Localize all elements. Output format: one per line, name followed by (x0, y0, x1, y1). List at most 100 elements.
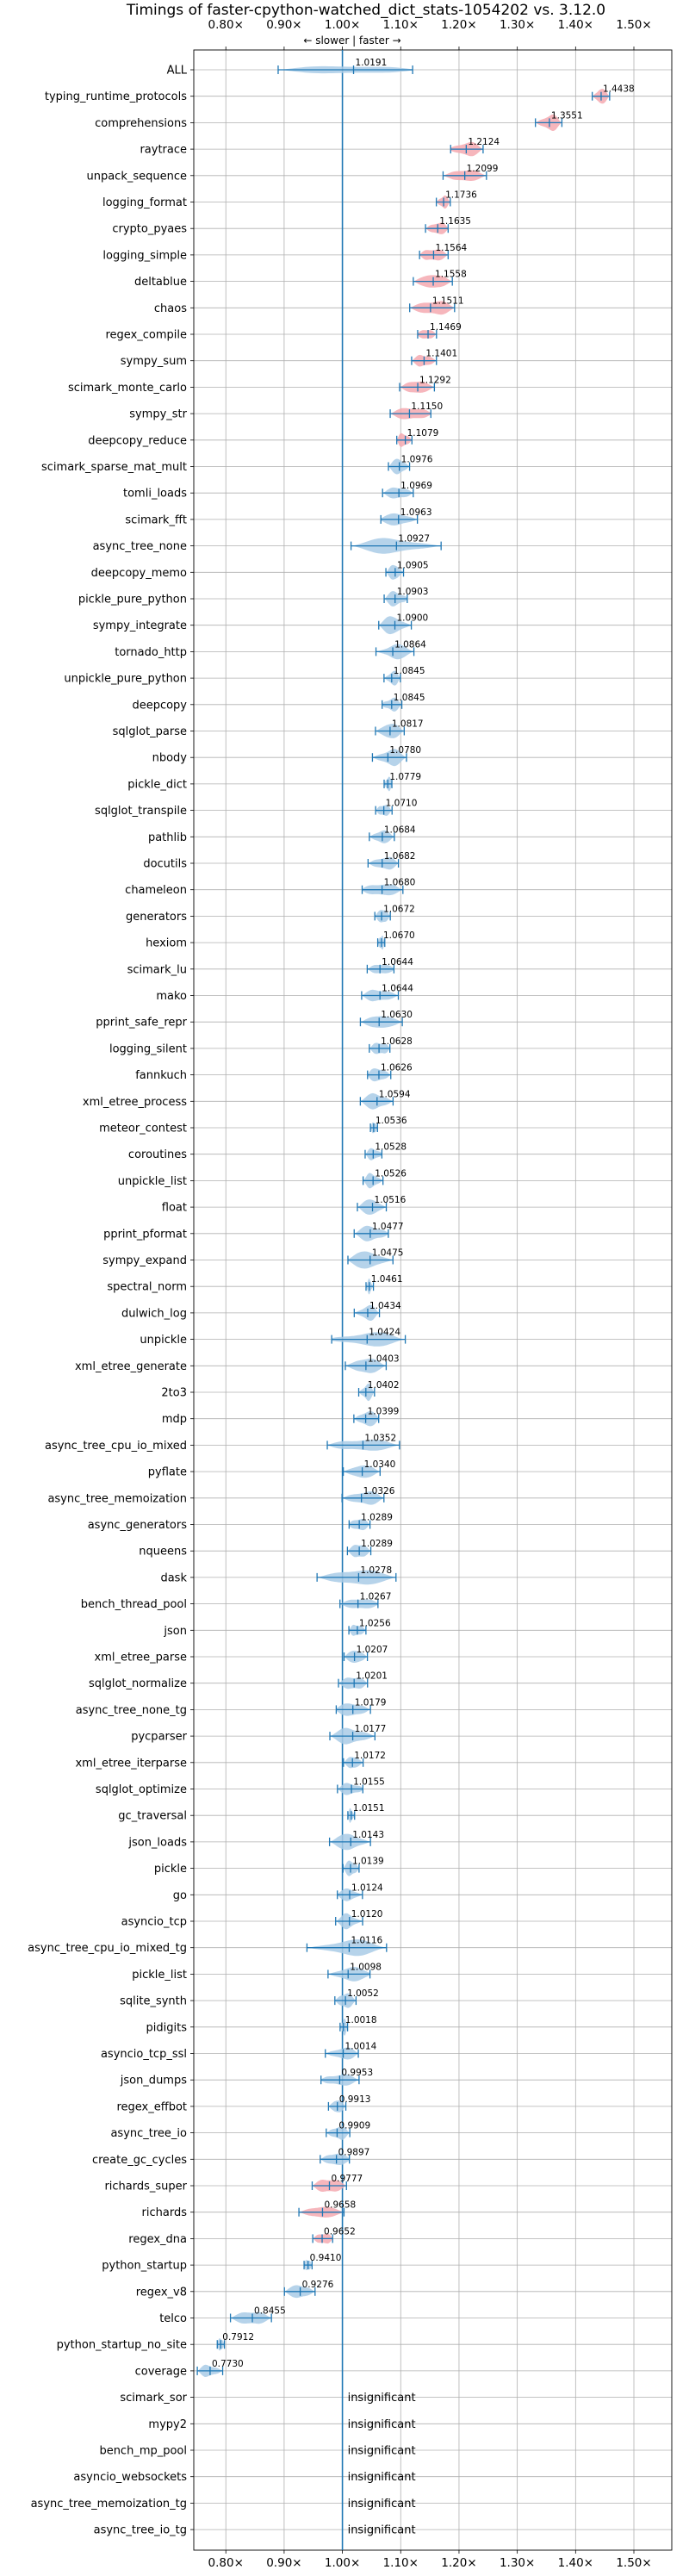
value-label: 1.0976 (401, 455, 433, 465)
value-label: 0.9897 (338, 2147, 370, 2157)
benchmark-label: async_tree_none_tg (76, 1704, 187, 1717)
benchmark-label: async_tree_memoization (47, 1492, 187, 1505)
benchmark-label: scimark_sor (120, 2392, 187, 2405)
value-label: 1.2099 (467, 164, 499, 174)
benchmark-label: bench_thread_pool (81, 1598, 187, 1611)
value-label: 0.9913 (339, 2094, 371, 2105)
value-label: 1.1558 (435, 270, 467, 280)
benchmark-label: crypto_pyaes (112, 223, 187, 236)
insignificant-label: insignificant (348, 2498, 416, 2511)
value-label: 1.0779 (389, 772, 421, 782)
x-tick-label-top: 0.90× (266, 18, 301, 32)
value-label: 1.2124 (468, 137, 500, 147)
x-tick-label-bottom: 1.10× (383, 2556, 419, 2570)
benchmark-label: chameleon (125, 884, 187, 897)
value-label: 0.9953 (341, 2068, 373, 2078)
benchmark-label: 2to3 (161, 1387, 187, 1400)
value-label: 1.0289 (361, 1513, 393, 1523)
benchmark-label: dulwich_log (121, 1307, 187, 1320)
benchmark-label: pathlib (148, 831, 187, 844)
benchmark-label: scimark_lu (127, 963, 187, 976)
benchmark-label: deltablue (134, 276, 187, 289)
value-label: 1.0817 (392, 719, 424, 730)
benchmark-label: pickle_dict (127, 778, 187, 791)
value-label: 1.0340 (364, 1459, 396, 1470)
value-label: 1.0098 (350, 1962, 382, 1972)
value-label: 1.1079 (407, 428, 439, 439)
benchmark-label: logging_format (102, 196, 187, 209)
benchmark-label: async_tree_io_tg (94, 2524, 187, 2537)
value-label: 1.1635 (439, 216, 471, 227)
x-tick-label-bottom: 1.40× (558, 2556, 593, 2570)
x-tick-label-top: 1.20× (441, 18, 476, 32)
value-label: 1.0680 (384, 878, 416, 888)
benchmark-label: hexiom (146, 937, 187, 950)
value-label: 1.0864 (394, 639, 426, 650)
benchmark-label: meteor_contest (99, 1123, 187, 1136)
value-label: 1.0120 (351, 1909, 383, 1920)
value-label: 1.0289 (361, 1539, 393, 1549)
benchmark-label: pyflate (148, 1466, 187, 1479)
benchmark-label: pprint_pformat (103, 1228, 187, 1241)
value-label: 0.9652 (324, 2226, 356, 2237)
value-label: 1.0201 (356, 1671, 388, 1682)
value-label: 1.0352 (364, 1433, 396, 1443)
benchmark-label: pycparser (131, 1731, 187, 1744)
benchmark-label: coroutines (128, 1148, 187, 1161)
x-tick-label-top: 1.40× (558, 18, 593, 32)
benchmark-label: sympy_integrate (93, 619, 187, 632)
benchmark-label: sqlglot_transpile (95, 805, 187, 818)
benchmark-label: nqueens (139, 1546, 187, 1559)
benchmark-label: float (162, 1202, 187, 1215)
benchmark-label: xml_etree_process (83, 1096, 187, 1109)
benchmark-label: comprehensions (95, 117, 187, 130)
value-label: 1.0018 (345, 2015, 377, 2025)
labels: ALL 1.0191 typing_runtime_protocols 1.4438 c… (28, 58, 635, 2537)
value-label: 1.0139 (352, 1857, 384, 1867)
benchmark-label: go (173, 1889, 187, 1902)
benchmark-label: pprint_safe_repr (96, 1017, 187, 1030)
benchmark-label: regex_compile (105, 329, 187, 342)
value-label: 1.0682 (384, 851, 416, 862)
benchmark-label: telco (159, 2312, 187, 2325)
value-label: 1.0052 (347, 1988, 379, 1999)
value-label: 1.0905 (397, 560, 429, 570)
benchmark-label: scimark_monte_carlo (68, 382, 187, 395)
value-label: 1.0644 (382, 984, 413, 994)
value-label: 1.0256 (359, 1618, 391, 1628)
benchmark-label: async_generators (88, 1519, 188, 1532)
benchmark-label: pickle (154, 1863, 187, 1876)
benchmark-label: unpickle (140, 1334, 187, 1347)
benchmark-label: python_startup (102, 2260, 187, 2273)
value-label: 1.0969 (400, 481, 432, 491)
chart-title: Timings of faster-cpython-watched_dict_s… (126, 2, 605, 19)
direction-label: ← slower | faster → (303, 34, 400, 47)
benchmark-label: sympy_expand (102, 1254, 187, 1267)
value-label: 1.3551 (551, 110, 583, 121)
x-tick-label-bottom: 1.50× (616, 2556, 651, 2570)
value-label: 1.0177 (355, 1724, 387, 1734)
benchmark-label: scimark_fft (125, 513, 187, 526)
value-label: 0.9276 (302, 2280, 334, 2290)
x-tick-label-bottom: 0.80× (208, 2556, 244, 2570)
benchmark-label: typing_runtime_protocols (45, 90, 187, 103)
x-tick-label-top: 1.10× (383, 18, 419, 32)
benchmark-label: richards (142, 2206, 188, 2219)
value-label: 1.0399 (368, 1407, 400, 1417)
value-label: 1.0014 (345, 2042, 377, 2052)
benchmark-label: create_gc_cycles (92, 2154, 187, 2167)
value-label: 1.0845 (394, 693, 425, 703)
value-label: 1.0644 (382, 957, 413, 968)
value-label: 0.7912 (222, 2332, 254, 2343)
benchmark-label: docutils (143, 858, 187, 871)
benchmark-label: asyncio_websockets (73, 2471, 187, 2484)
benchmark-label: gc_traversal (118, 1810, 187, 1823)
value-label: 1.0626 (381, 1063, 413, 1073)
benchmark-label: regex_dna (128, 2233, 187, 2246)
benchmark-label: pidigits (146, 2021, 188, 2034)
value-label: 1.1292 (419, 375, 451, 385)
benchmark-label: pickle_list (132, 1969, 187, 1982)
benchmark-label: tomli_loads (123, 488, 187, 501)
benchmark-label: json (163, 1625, 187, 1638)
value-label: 1.1469 (430, 322, 462, 333)
